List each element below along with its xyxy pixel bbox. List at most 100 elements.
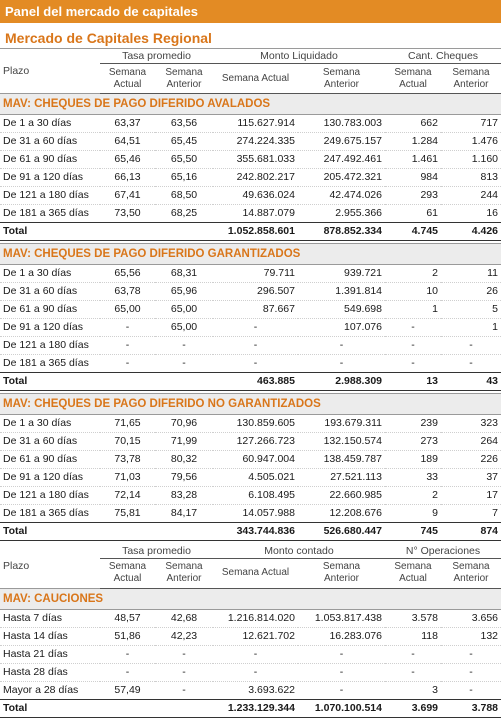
- table-row: Hasta 14 días 51,86 42,23 12.621.702 16.283.…: [0, 627, 501, 646]
- sub-header-line: Actual: [399, 573, 427, 584]
- table-row: De 121 a 180 días 72,14 83,28 6.108.495 22.6…: [0, 486, 501, 505]
- cell-value: -: [213, 645, 298, 664]
- total-value: 4.426: [441, 222, 501, 241]
- sub-header-semana-anterior: Semana Anterior: [298, 558, 385, 589]
- cell-value: -: [100, 354, 155, 373]
- sub-header-line: Anterior: [323, 573, 359, 584]
- cell-value: 4.505.021: [213, 468, 298, 487]
- total-value: 874: [441, 522, 501, 541]
- cell-value: 64,51: [100, 132, 155, 151]
- sub-header-line: Actual: [113, 78, 142, 90]
- sub-header-semana-anterior: Semana Anterior: [155, 63, 213, 94]
- section-title-row: MAV: CHEQUES DE PAGO DIFERIDO AVALADOS: [0, 93, 501, 115]
- cell-value: -: [298, 336, 385, 355]
- table-row: De 31 a 60 días 63,78 65,96 296.507 1.391.81…: [0, 282, 501, 301]
- section-title: MAV: CHEQUES DE PAGO DIFERIDO AVALADOS: [0, 93, 501, 115]
- table-row: De 31 a 60 días 64,51 65,45 274.224.335 249.…: [0, 132, 501, 151]
- table-row: De 181 a 365 días 73,50 68,25 14.887.079 2.9…: [0, 204, 501, 223]
- table-row: De 121 a 180 días - - - - - -: [0, 336, 501, 355]
- row-label: De 61 a 90 días: [0, 450, 100, 469]
- section-title: MAV: CHEQUES DE PAGO DIFERIDO GARANTIZAD…: [0, 243, 501, 265]
- section-title-row: MAV: CHEQUES DE PAGO DIFERIDO NO GARANTI…: [0, 393, 501, 415]
- cell-value: 2.955.366: [298, 204, 385, 223]
- cell-value: 65,56: [100, 264, 155, 283]
- group-header-grp3: Cant. Cheques: [385, 49, 501, 64]
- cell-value: 6.108.495: [213, 486, 298, 505]
- cell-value: 37: [441, 468, 501, 487]
- total-value: [100, 372, 155, 391]
- table-row: Hasta 21 días - - - - - -: [0, 645, 501, 664]
- total-value: 745: [385, 522, 441, 541]
- row-label: Hasta 7 días: [0, 609, 100, 628]
- table-row: De 121 a 180 días 67,41 68,50 49.636.024 42.…: [0, 186, 501, 205]
- cell-value: -: [155, 681, 213, 700]
- table-row: De 91 a 120 días -65,00-107.076-1: [0, 318, 501, 337]
- cell-value: 73,78: [100, 450, 155, 469]
- cell-value: 130.859.605: [213, 414, 298, 433]
- table-row: De 1 a 30 días 63,37 63,56 115.627.914 130.7…: [0, 114, 501, 133]
- cell-value: -: [385, 354, 441, 373]
- row-label: De 91 a 120 días: [0, 168, 100, 187]
- cell-value: 10: [385, 282, 441, 301]
- table-row: De 61 a 90 días 65,46 65,50 355.681.033 247.…: [0, 150, 501, 169]
- capital-market-table: Plazo Tasa promedio Monto Liquidado Cant. C…: [0, 49, 501, 718]
- cell-value: -: [213, 663, 298, 682]
- sub-header-line: Semana: [452, 66, 490, 78]
- cell-value: 1: [385, 300, 441, 319]
- cell-value: -: [441, 681, 501, 700]
- sub-header-line: Anterior: [166, 78, 202, 90]
- cell-value: 79.711: [213, 264, 298, 283]
- cell-value: -: [298, 663, 385, 682]
- row-label: De 1 a 30 días: [0, 414, 100, 433]
- sub-header-line: Semana: [394, 66, 432, 78]
- cell-value: 26: [441, 282, 501, 301]
- cell-value: 63,78: [100, 282, 155, 301]
- row-label: De 91 a 120 días: [0, 318, 100, 337]
- cell-value: 7: [441, 504, 501, 523]
- total-row: Total 463.885 2.988.309 13 43: [0, 372, 501, 391]
- total-value: [155, 372, 213, 391]
- cell-value: 14.887.079: [213, 204, 298, 223]
- total-value: 1.233.129.344: [213, 698, 298, 718]
- plazo-header: Plazo: [3, 559, 30, 572]
- section-title-row: MAV: CHEQUES DE PAGO DIFERIDO GARANTIZAD…: [0, 243, 501, 265]
- cell-value: 68,25: [155, 204, 213, 223]
- section-title-row: MAV: CAUCIONES: [0, 587, 501, 610]
- cell-value: 242.802.217: [213, 168, 298, 187]
- sub-header-semana-anterior: Semana Anterior: [441, 558, 501, 589]
- cell-value: 205.472.321: [298, 168, 385, 187]
- total-value: [155, 698, 213, 718]
- table-row: De 181 a 365 días - - - - - -: [0, 354, 501, 373]
- cell-value: 65,45: [155, 132, 213, 151]
- cell-value: 1.461: [385, 150, 441, 169]
- sub-header-semana-anterior: Semana Anterior: [155, 558, 213, 589]
- cell-value: 244: [441, 186, 501, 205]
- cell-value: 549.698: [298, 300, 385, 319]
- table-row: Mayor a 28 días 57,49-3.693.622-3-: [0, 681, 501, 700]
- cell-value: 3: [385, 681, 441, 700]
- cell-value: 65,00: [155, 318, 213, 337]
- cell-value: 48,57: [100, 609, 155, 628]
- cell-value: 293: [385, 186, 441, 205]
- sub-header-line: Anterior: [323, 78, 359, 90]
- cell-value: 42.474.026: [298, 186, 385, 205]
- cell-value: 9: [385, 504, 441, 523]
- cell-value: 1.216.814.020: [213, 609, 298, 628]
- cell-value: 3.578: [385, 609, 441, 628]
- column-sub-header: Semana Actual Semana Anterior Semana Actual S…: [0, 63, 501, 94]
- sub-header-semana-actual: Semana Actual: [100, 558, 155, 589]
- sub-header-line: Anterior: [166, 573, 202, 584]
- cell-value: 189: [385, 450, 441, 469]
- cell-value: -: [100, 318, 155, 337]
- total-value: 2.988.309: [298, 372, 385, 391]
- cell-value: 65,00: [100, 300, 155, 319]
- total-label: Total: [0, 372, 100, 391]
- total-value: [100, 222, 155, 241]
- table-row: De 91 a 120 días 71,03 79,56 4.505.021 27.52…: [0, 468, 501, 487]
- cell-value: -: [155, 645, 213, 664]
- cell-value: 813: [441, 168, 501, 187]
- total-value: 4.745: [385, 222, 441, 241]
- total-value: [155, 222, 213, 241]
- group-header-grp3: N° Operaciones: [385, 543, 501, 559]
- total-label: Total: [0, 222, 100, 241]
